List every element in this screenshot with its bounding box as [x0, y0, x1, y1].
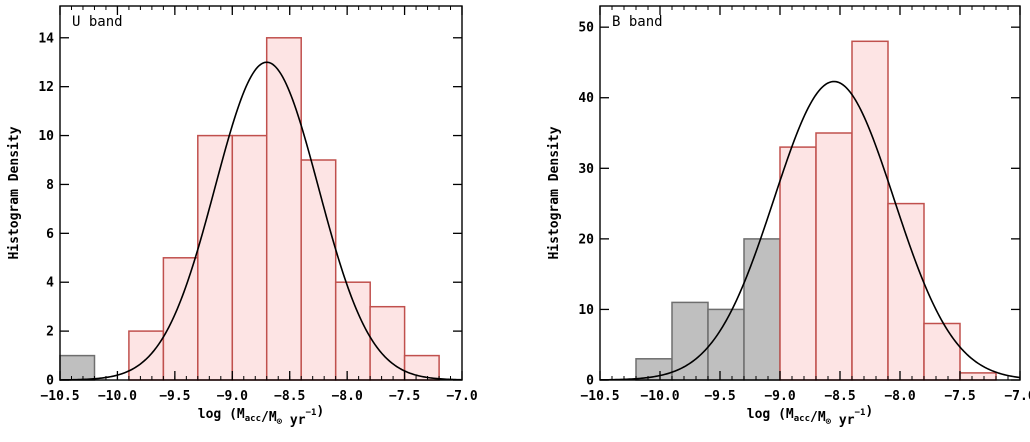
x-axis-title-part: )	[865, 404, 873, 419]
x-tick-label: −8.5	[824, 389, 855, 404]
x-tick-label: −9.5	[704, 389, 735, 404]
histogram-bar	[300, 159, 337, 381]
x-axis-title-part: acc	[794, 414, 810, 424]
y-tick-label: 40	[578, 91, 594, 106]
y-tick-label: 6	[46, 227, 54, 242]
y-tick-label: 8	[46, 178, 54, 193]
x-axis-title-part: ⊙	[277, 417, 283, 427]
y-tick-label: 14	[38, 31, 54, 46]
x-tick-label: −9.5	[159, 389, 190, 404]
x-tick-label: −9.0	[217, 389, 248, 404]
histogram-bar	[815, 132, 853, 381]
y-tick-label: 30	[578, 162, 594, 177]
histogram-bar	[162, 257, 199, 381]
x-axis-title: log (Macc/M⊙ yr−1)	[747, 404, 873, 428]
plot-frame	[59, 5, 463, 381]
x-axis-title-part: log (M	[198, 407, 245, 422]
x-axis-title-part: ⊙	[826, 417, 832, 427]
histogram-bar	[265, 37, 302, 381]
chart-panel-1: −10.5 −10.0 −9.5 −9.0 −8.5 −8.0 −7.5 −7.0 0 2 4 6 8 1…	[7, 5, 478, 428]
chart-panel-2: −10.5 −10.0 −9.5 −9.0 −8.5 −8.0 −7.5 −7.0 0 10 20 3…	[547, 5, 1030, 428]
x-tick-label: −7.0	[446, 389, 477, 404]
gaussian-fit-curve	[599, 80, 1021, 381]
x-tick-label: −8.5	[274, 389, 305, 404]
histogram-bar	[334, 281, 371, 381]
x-tick-label: −7.5	[944, 389, 975, 404]
histogram-bar	[887, 202, 925, 381]
x-tick-label: −10.5	[580, 389, 619, 404]
histogram-bar	[851, 40, 889, 381]
plot-frame	[599, 5, 1021, 381]
x-axis-title-part: yr	[282, 413, 306, 428]
x-axis-title-part: log (M	[747, 407, 794, 422]
y-tick-label: 0	[46, 374, 54, 389]
histogram-bar	[369, 305, 406, 381]
y-tick-label: 50	[578, 21, 594, 36]
x-tick-label: −10.0	[640, 389, 679, 404]
y-tick-label: 0	[586, 374, 594, 389]
gaussian-fit-curve	[59, 61, 463, 381]
histogram-bar	[59, 354, 96, 381]
histogram-bar	[231, 134, 268, 381]
y-tick-label: 12	[38, 80, 54, 95]
x-tick-label: −10.5	[40, 389, 79, 404]
x-axis-title-part: /M	[261, 410, 277, 425]
histogram-bar	[197, 134, 234, 381]
x-tick-label: −8.0	[884, 389, 915, 404]
histogram-bar	[743, 238, 781, 381]
x-axis-title-part: −1	[306, 408, 317, 418]
y-tick-label: 2	[46, 325, 54, 340]
x-axis-title-part: /M	[810, 410, 826, 425]
x-axis-title: log (Macc/M⊙ yr−1)	[198, 404, 324, 428]
histogram-bar	[923, 322, 961, 381]
panel-label: U band	[72, 14, 123, 30]
y-tick-label: 10	[38, 129, 54, 144]
x-axis-title-part: yr	[831, 413, 855, 428]
histogram-bar	[959, 372, 997, 381]
histogram-bar	[779, 146, 817, 381]
y-tick-label: 4	[46, 276, 54, 291]
x-tick-label: −10.0	[98, 389, 137, 404]
y-axis-title: Histogram Density	[547, 126, 562, 259]
y-axis-title: Histogram Density	[7, 126, 22, 259]
x-tick-label: −9.0	[764, 389, 795, 404]
histogram-bar	[671, 301, 709, 381]
y-tick-label: 10	[578, 303, 594, 318]
x-tick-label: −7.0	[1004, 389, 1030, 404]
x-tick-label: −8.0	[331, 389, 362, 404]
x-axis-title-part: −1	[855, 408, 866, 418]
histogram-bar	[128, 330, 165, 381]
x-tick-label: −7.5	[389, 389, 420, 404]
panel-label: B band	[612, 14, 663, 30]
y-tick-label: 20	[578, 232, 594, 247]
x-axis-title-part: )	[316, 404, 324, 419]
x-axis-title-part: acc	[245, 414, 261, 424]
